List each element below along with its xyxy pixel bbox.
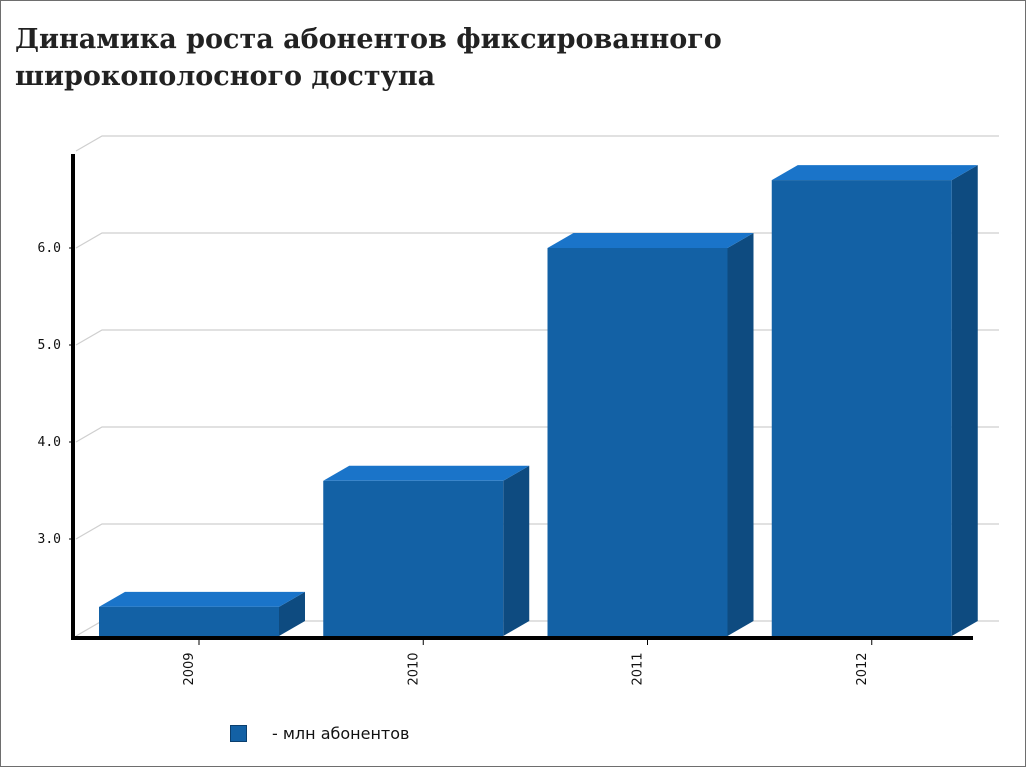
bar-front	[771, 180, 952, 636]
y-tick-label: 4.0	[38, 435, 61, 450]
gridline	[75, 135, 999, 152]
category-labels: 2009 2010 2011 2012	[182, 639, 873, 686]
bar-side	[727, 233, 754, 636]
bar-2009	[99, 591, 305, 636]
bar-2010	[323, 465, 530, 636]
bar-side	[951, 165, 978, 636]
legend-swatch	[230, 724, 247, 742]
bar-front	[99, 606, 279, 636]
legend: - млн абонентов	[230, 723, 409, 743]
bar-front	[323, 480, 504, 636]
ticks-layer: 3.0 4.0 5.0 6.0	[38, 241, 75, 547]
bar-front	[547, 248, 728, 636]
axis-layer	[71, 154, 973, 640]
y-tick-label: 3.0	[38, 532, 61, 547]
bar-2011	[547, 233, 754, 636]
bar-top	[547, 233, 754, 248]
bars-layer	[99, 165, 978, 636]
bar-2012	[771, 165, 978, 636]
y-tick-label: 5.0	[38, 338, 61, 353]
legend-label: - млн абонентов	[272, 723, 410, 743]
chart-title: Динамика роста абонентов фиксированного …	[15, 24, 722, 92]
x-tick-label: 2010	[406, 652, 421, 685]
bar-top	[771, 165, 978, 181]
y-tick-label: 6.0	[38, 241, 61, 256]
x-tick-label: 2012	[855, 652, 870, 685]
bar-top	[323, 465, 530, 481]
x-tick-label: 2009	[182, 652, 197, 685]
bar-top	[99, 591, 305, 607]
x-tick-label: 2011	[631, 652, 646, 685]
bar-side	[503, 465, 530, 636]
bar-side	[279, 591, 305, 636]
